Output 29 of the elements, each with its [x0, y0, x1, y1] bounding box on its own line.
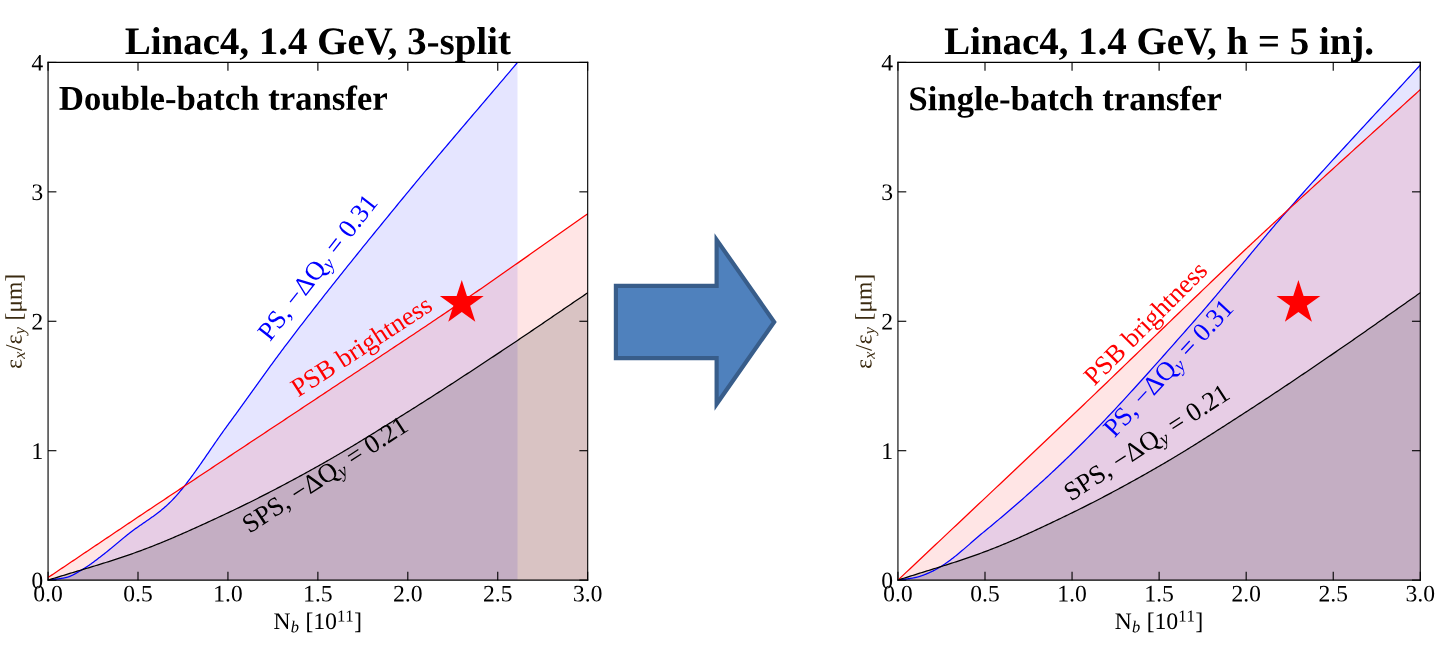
y-tick-label: 3: [32, 184, 43, 201]
y-tick-label: 2: [882, 313, 892, 330]
x-axis-title: N$_{b}$ [10$^{11}$]: [274, 610, 361, 633]
x-tick-label: 3.0: [574, 585, 602, 602]
x-tick-label: 1.5: [1146, 585, 1173, 602]
y-axis-title: ε$_{x}$/ε$_{y}$ [μm]: [855, 275, 879, 369]
x-tick-label: 2.5: [484, 585, 512, 602]
y-tick-label: 1: [883, 443, 892, 459]
y-tick-label: 1: [33, 443, 42, 459]
x-tick-label: 1.5: [305, 585, 332, 602]
x-tick-label: 2.5: [1319, 585, 1348, 602]
chart-title: Linac4, 1.4 GeV, 3-split: [125, 27, 511, 63]
y-tick-label: 3: [882, 184, 893, 201]
x-axis-title: N$_{b}$ [10$^{11}$]: [1115, 610, 1202, 633]
chart-title: Linac4, 1.4 GeV, h = 5 inj.: [944, 27, 1373, 63]
x-tick-label: 2.0: [394, 585, 422, 602]
x-tick-label: 1.0: [215, 585, 242, 602]
annotation: Single-batch transfer: [910, 85, 1222, 118]
annotation: SPS, −ΔQ$_{y}$ = 0.21: [241, 415, 413, 540]
x-tick-label: 0.5: [124, 585, 152, 602]
x-tick-label: 3.0: [1406, 585, 1435, 602]
y-axis-title: ε$_{x}$/ε$_{y}$ [μm]: [5, 275, 29, 369]
annotation: Double-batch transfer: [59, 85, 387, 111]
y-tick-label: 4: [31, 55, 43, 71]
x-tick-label: 0.5: [971, 585, 999, 602]
y-tick-label: 4: [881, 55, 893, 71]
x-tick-label: 1.0: [1059, 585, 1086, 602]
y-tick-label: 2: [32, 313, 42, 330]
x-tick-label: 2.0: [1232, 585, 1261, 602]
